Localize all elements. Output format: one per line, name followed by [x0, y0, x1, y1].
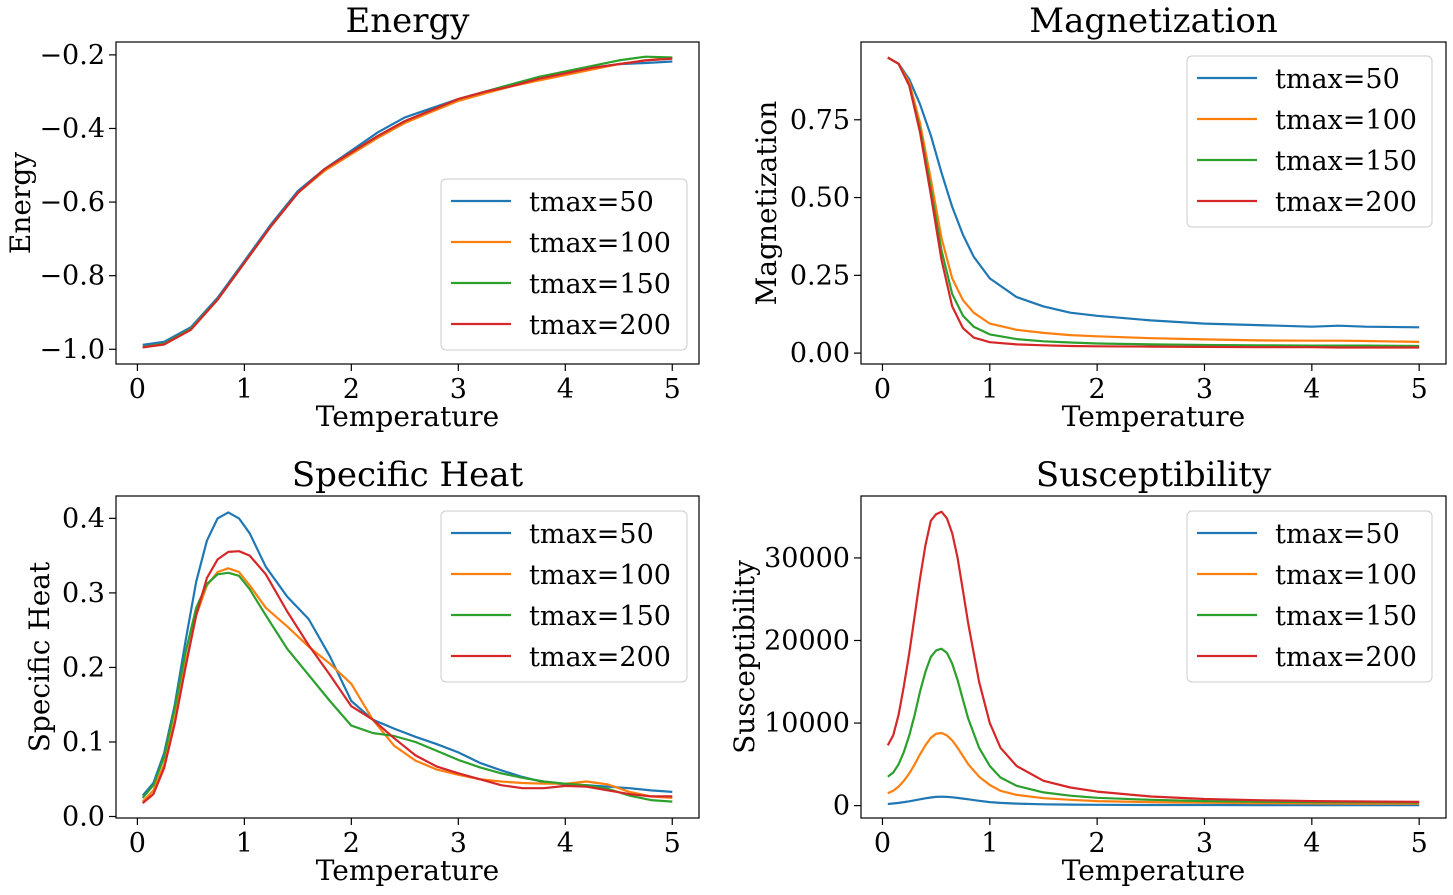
x-tick-label: 4	[557, 828, 574, 859]
legend-box	[440, 178, 688, 351]
legend-label: tmax=50	[529, 519, 654, 550]
legend-label: tmax=150	[1275, 146, 1417, 177]
y-tick-label: 0.25	[790, 260, 850, 291]
x-tick-label: 4	[1303, 374, 1320, 405]
x-tick-label: 3	[450, 828, 467, 859]
plot-frame	[115, 41, 700, 365]
legend-label: tmax=50	[529, 187, 654, 218]
legend: tmax=50 tmax=100 tmax=150 tmax=200	[440, 510, 688, 683]
y-tick-label: −0.8	[39, 261, 105, 292]
series-line-0	[887, 56, 1420, 329]
chart-title: Magnetization	[1029, 1, 1278, 41]
legend-box	[1186, 55, 1433, 228]
x-tick-label: 1	[981, 828, 998, 859]
x-tick-label: 3	[1196, 828, 1213, 859]
series-line-3	[141, 550, 673, 804]
y-tick-label: 0.00	[790, 338, 850, 369]
y-tick-label: −0.6	[39, 187, 105, 218]
x-tick-label: 3	[1196, 374, 1213, 405]
series-line-1	[887, 731, 1420, 805]
y-tick-label: 30000	[764, 543, 850, 574]
legend-label: tmax=100	[529, 228, 671, 259]
legend-label: tmax=200	[529, 642, 671, 673]
y-tick-label: −0.2	[39, 40, 105, 71]
series-line-3	[887, 56, 1420, 349]
y-tick-label: 20000	[764, 625, 850, 656]
legend-label: tmax=200	[529, 310, 671, 341]
x-tick-label: 5	[1411, 828, 1428, 859]
series-line-0	[887, 795, 1420, 807]
x-tick-label: 1	[236, 374, 253, 405]
plot-frame	[115, 495, 700, 819]
y-tick-label: 0.75	[790, 105, 850, 136]
y-tick-label: 0.1	[62, 727, 105, 758]
legend-label: tmax=200	[1275, 187, 1417, 218]
legend: tmax=50 tmax=100 tmax=150 tmax=200	[1186, 55, 1433, 228]
x-tick-label: 0	[874, 374, 891, 405]
x-tick-label: 5	[1411, 374, 1428, 405]
plot-frame	[860, 495, 1447, 819]
chart-panel-3: Susceptibility 0 1 2 3 4 5 0 10000 20000 30000 Temp…	[728, 455, 1447, 887]
chart-title: Specific Heat	[292, 455, 524, 495]
x-tick-label: 2	[343, 828, 360, 859]
x-tick-label: 4	[1303, 828, 1320, 859]
series-line-2	[141, 571, 673, 803]
plot-frame	[860, 41, 1447, 365]
y-axis-label: Magnetization	[750, 101, 783, 306]
legend: tmax=50 tmax=100 tmax=150 tmax=200	[440, 178, 688, 351]
y-tick-label: 0.2	[62, 652, 105, 683]
legend-label: tmax=150	[529, 601, 671, 632]
chart-title: Susceptibility	[1036, 455, 1272, 495]
y-tick-label: 0.4	[62, 503, 105, 534]
legend-label: tmax=200	[1275, 642, 1417, 673]
x-tick-label: 0	[874, 828, 891, 859]
y-tick-label: 0.3	[62, 578, 105, 609]
legend-label: tmax=100	[1275, 105, 1417, 136]
x-axis-label: Temperature	[316, 854, 499, 887]
series-line-1	[887, 56, 1420, 343]
y-tick-label: 0	[833, 791, 850, 822]
y-tick-label: 10000	[764, 708, 850, 739]
y-tick-label: 0.50	[790, 183, 850, 214]
series-line-3	[142, 57, 673, 349]
legend: tmax=50 tmax=100 tmax=150 tmax=200	[1186, 510, 1433, 683]
x-tick-label: 1	[236, 828, 253, 859]
x-tick-label: 4	[557, 374, 574, 405]
y-tick-label: 0.0	[62, 802, 105, 833]
legend-label: tmax=150	[1275, 601, 1417, 632]
chart-panel-0: Energy 0 1 2 3 4 5 −1.0 −0.8 −0.6 −0.4 −0.2 Temperat…	[4, 1, 700, 433]
series-line-3	[886, 510, 1420, 803]
y-tick-label: −1.0	[39, 334, 105, 365]
legend-label: tmax=100	[529, 560, 671, 591]
series-line-2	[887, 647, 1420, 804]
legend-box	[1186, 510, 1433, 683]
x-tick-label: 5	[664, 374, 681, 405]
x-tick-label: 2	[1089, 374, 1106, 405]
x-axis-label: Temperature	[1062, 854, 1245, 887]
chart-title: Energy	[345, 1, 470, 41]
x-tick-label: 3	[450, 374, 467, 405]
x-tick-label: 0	[129, 374, 146, 405]
y-axis-label: Energy	[4, 152, 37, 254]
legend-label: tmax=50	[1275, 64, 1400, 95]
legend-label: tmax=150	[529, 269, 671, 300]
x-axis-label: Temperature	[316, 400, 499, 433]
x-tick-label: 1	[981, 374, 998, 405]
chart-panel-2: Specific Heat 0 1 2 3 4 5 0.0 0.1 0.2 0.3 0.4 Temper…	[23, 455, 700, 887]
x-tick-label: 2	[1089, 828, 1106, 859]
legend-label: tmax=50	[1275, 519, 1400, 550]
x-tick-label: 5	[664, 828, 681, 859]
chart-panel-1: Magnetization 0 1 2 3 4 5 0.00 0.25 0.50 0.75 Tempe…	[750, 1, 1447, 433]
y-axis-label: Susceptibility	[728, 560, 761, 754]
y-tick-label: −0.4	[39, 113, 105, 144]
x-axis-label: Temperature	[1062, 400, 1245, 433]
y-axis-label: Specific Heat	[23, 561, 56, 752]
legend-box	[440, 510, 688, 683]
legend-label: tmax=100	[1275, 560, 1417, 591]
x-tick-label: 2	[343, 374, 360, 405]
x-tick-label: 0	[129, 828, 146, 859]
